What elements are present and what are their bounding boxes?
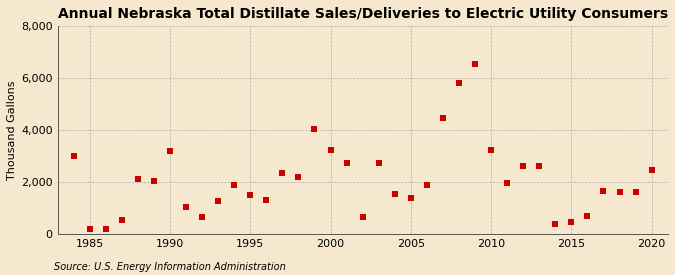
Point [614, 190, 625, 195]
Point [116, 218, 127, 222]
Point [566, 220, 576, 224]
Point [518, 164, 529, 169]
Point [357, 215, 368, 219]
Point [582, 214, 593, 218]
Point [261, 198, 272, 202]
Point [373, 160, 384, 165]
Point [437, 116, 448, 121]
Point [598, 189, 609, 193]
Point [148, 178, 159, 183]
Title: Annual Nebraska Total Distillate Sales/Deliveries to Electric Utility Consumers: Annual Nebraska Total Distillate Sales/D… [57, 7, 668, 21]
Point [534, 164, 545, 169]
Point [293, 175, 304, 179]
Point [341, 160, 352, 165]
Point [406, 196, 416, 200]
Point [630, 190, 641, 195]
Point [101, 227, 111, 231]
Point [213, 199, 223, 204]
Point [196, 215, 207, 219]
Point [165, 149, 176, 153]
Point [646, 168, 657, 172]
Y-axis label: Thousand Gallons: Thousand Gallons [7, 80, 17, 180]
Point [132, 177, 143, 182]
Point [486, 147, 497, 152]
Point [389, 191, 400, 196]
Point [229, 182, 240, 187]
Point [181, 205, 192, 209]
Point [502, 181, 512, 186]
Point [277, 171, 288, 175]
Point [325, 147, 336, 152]
Point [68, 154, 79, 158]
Text: Source: U.S. Energy Information Administration: Source: U.S. Energy Information Administ… [54, 262, 286, 272]
Point [309, 126, 320, 131]
Point [245, 193, 256, 197]
Point [421, 182, 432, 187]
Point [454, 81, 464, 86]
Point [470, 62, 481, 66]
Point [84, 227, 95, 231]
Point [550, 221, 561, 226]
